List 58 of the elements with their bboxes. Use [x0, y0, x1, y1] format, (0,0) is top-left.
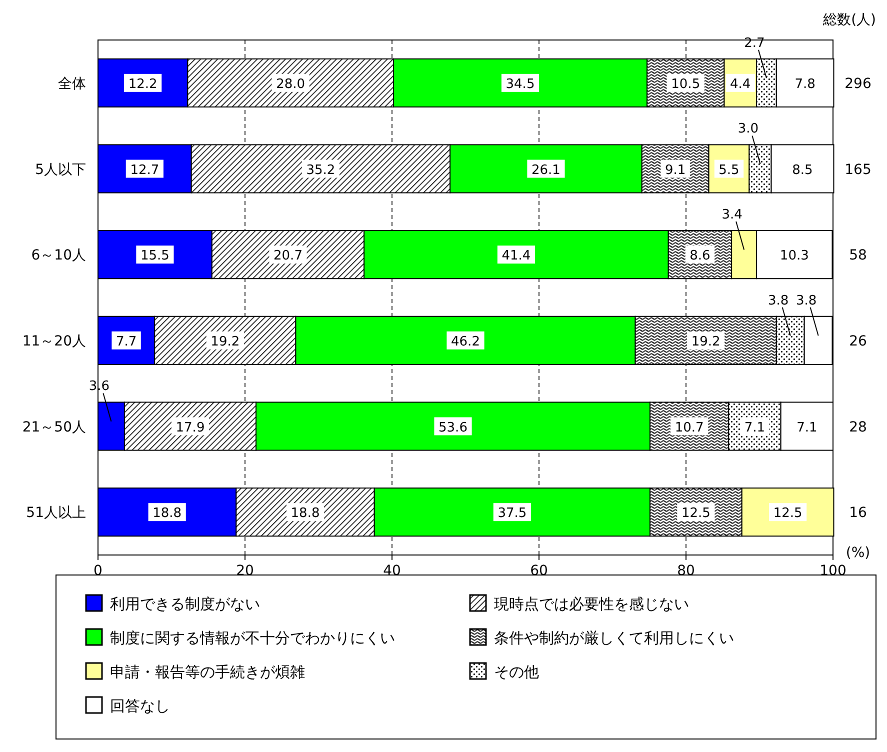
legend-label: 現時点では必要性を感じない	[494, 595, 689, 613]
text: 28	[849, 419, 867, 436]
text: 総数(人)	[822, 12, 876, 28]
y-tick-label: 11～20人	[22, 333, 86, 350]
data-label: 17.9	[176, 420, 205, 436]
legend-label: 条件や制約が厳しくて利用しにくい	[494, 629, 734, 647]
data-label: 7.1	[796, 420, 818, 436]
data-label: 8.5	[792, 162, 813, 178]
data-label: 20.7	[274, 248, 302, 264]
data-label: 10.5	[671, 76, 700, 92]
data-label: 7.8	[794, 76, 816, 92]
x-tick-label: 0	[94, 563, 102, 579]
data-label: 12.5	[681, 506, 710, 522]
data-label: 4.4	[730, 76, 751, 92]
y-tick-label: 全体	[58, 76, 86, 92]
data-label: 19.2	[210, 334, 240, 350]
data-label: 10.3	[780, 248, 809, 264]
legend-label: その他	[494, 663, 539, 681]
data-label: 10.7	[674, 420, 704, 436]
y-tick-label: 51人以上	[26, 505, 86, 522]
legend-label: 利用できる制度がない	[110, 595, 260, 613]
data-label: 3.0	[738, 122, 759, 137]
legend-label: 回答なし	[110, 697, 170, 715]
data-label: 7.7	[116, 334, 137, 350]
x-axis-title: (%)	[846, 545, 870, 561]
legend-label: 制度に関する情報が不十分でわかりにくい	[110, 629, 395, 647]
data-label: 12.7	[130, 162, 160, 178]
data-label: 41.4	[502, 248, 531, 264]
data-label: 15.5	[140, 248, 170, 264]
data-label: 9.1	[665, 162, 686, 178]
data-label: 26.1	[532, 162, 560, 178]
data-label: 3.4	[722, 208, 742, 223]
data-label: 35.2	[306, 162, 336, 178]
data-label: 5.5	[718, 162, 740, 178]
data-label: 46.2	[451, 334, 480, 350]
data-label: 12.5	[773, 506, 802, 522]
data-label: 34.5	[506, 76, 535, 92]
y-tick-label: 21～50人	[22, 419, 86, 436]
text: 16	[849, 505, 867, 522]
text: 165	[844, 162, 872, 178]
data-label: 7.1	[744, 420, 766, 436]
text: 58	[849, 248, 867, 264]
y-tick-label: 6～10人	[31, 248, 86, 264]
data-label: 8.6	[690, 248, 710, 264]
x-tick-label: 40	[383, 563, 401, 579]
text: 296	[844, 76, 872, 92]
legend-label: 申請・報告等の手続きが煩雑	[110, 663, 305, 681]
data-label: 28.0	[276, 76, 306, 92]
data-label: 18.8	[290, 506, 320, 522]
data-label: 37.5	[498, 506, 527, 522]
text: 26	[849, 333, 867, 350]
data-label: 3.8	[796, 293, 817, 308]
data-label: 3.8	[768, 293, 789, 308]
y-tick-label: 5人以下	[35, 162, 86, 178]
data-label: 12.2	[128, 76, 158, 92]
data-label: 18.8	[152, 506, 182, 522]
data-label: 19.2	[691, 334, 720, 350]
data-label: 53.6	[438, 420, 468, 436]
